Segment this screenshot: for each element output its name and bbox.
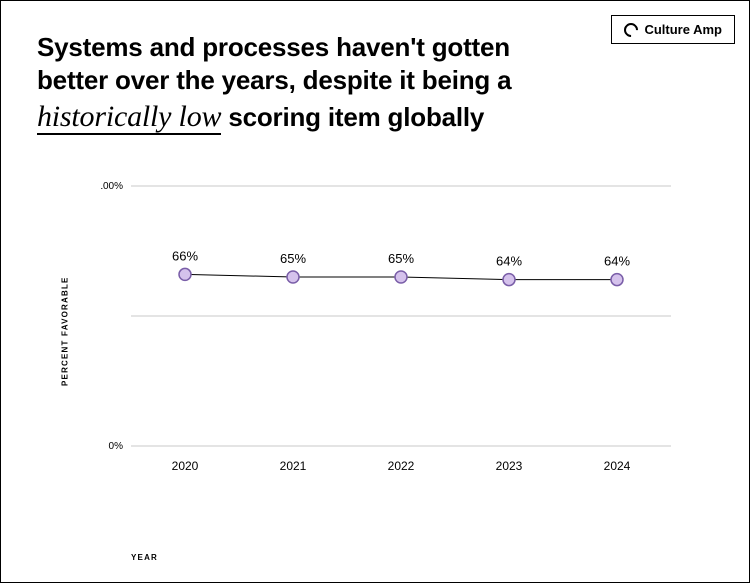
data-point [395,271,407,283]
point-label: 65% [388,251,414,266]
chart-svg: 0% 100% 66% 65% 65% 64% 64% 2020 2021 2022 2023 202… [101,176,691,486]
title-pre: Systems and processes haven't gotten bet… [37,32,511,95]
point-label: 64% [496,254,522,269]
data-point [179,268,191,280]
x-axis-label: YEAR [131,553,158,562]
y-tick-label: 0% [109,441,124,452]
brand-label: Culture Amp [644,22,722,37]
y-tick-label: 100% [101,181,123,192]
point-label: 66% [172,248,198,263]
title-script: historically low [37,100,221,135]
point-label: 65% [280,251,306,266]
brand-badge: Culture Amp [611,15,735,44]
data-point [611,274,623,286]
y-axis-label: PERCENT FAVORABLE [59,176,71,486]
chart-title: Systems and processes haven't gotten bet… [37,31,569,136]
x-tick-label: 2022 [388,459,415,473]
point-label: 64% [604,254,630,269]
x-tick-label: 2023 [496,459,523,473]
data-point [503,274,515,286]
x-tick-label: 2020 [172,459,199,473]
culture-amp-icon [622,20,642,40]
x-tick-label: 2024 [604,459,631,473]
x-tick-label: 2021 [280,459,307,473]
data-point [287,271,299,283]
line-chart: 0% 100% 66% 65% 65% 64% 64% 2020 2021 2022 2023 202… [101,176,691,486]
title-post: scoring item globally [221,102,484,132]
